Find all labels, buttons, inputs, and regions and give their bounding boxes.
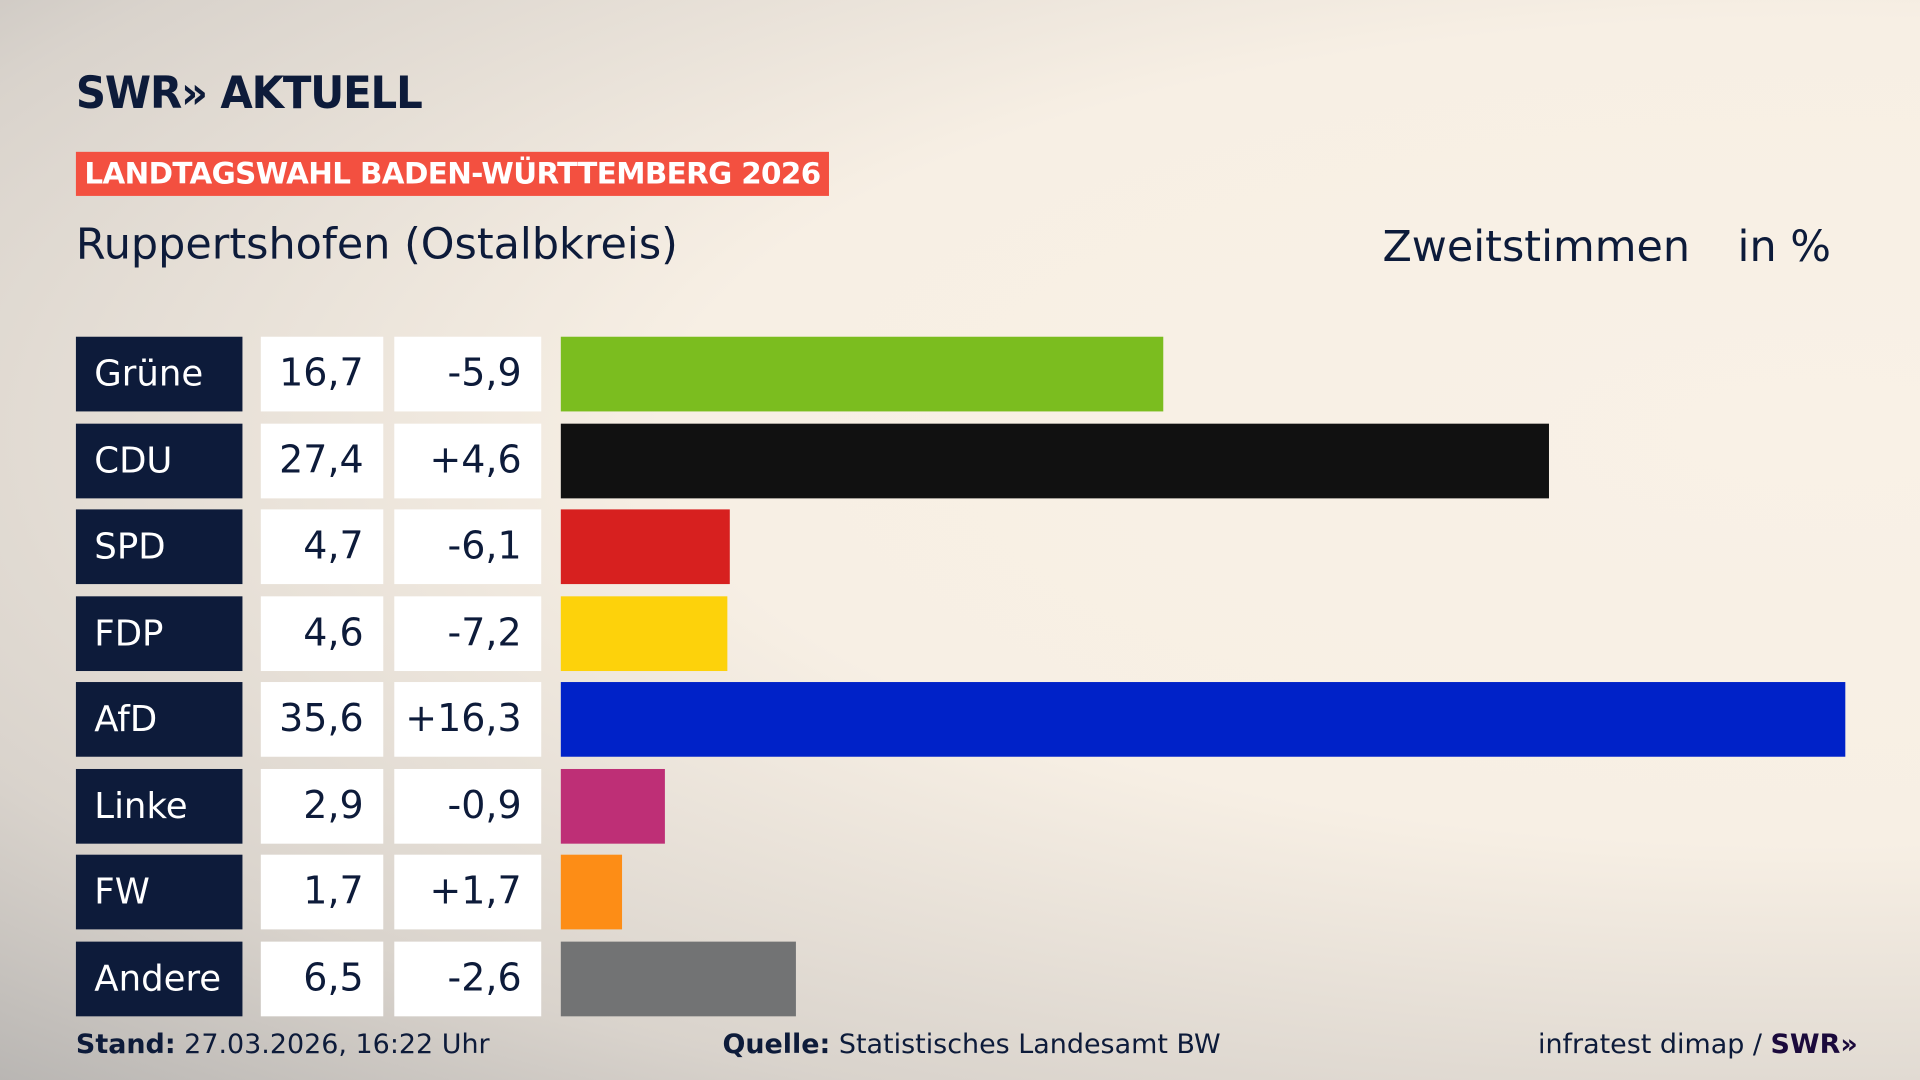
vote-type-label: Zweitstimmen: [1382, 222, 1691, 272]
diff-label: -6,1: [394, 509, 542, 585]
value-label: 2,9: [260, 768, 384, 844]
party-label: FDP: [75, 595, 243, 671]
place-title: Ruppertshofen (Ostalbkreis): [75, 220, 678, 270]
bar: [560, 941, 796, 1016]
diff-label: +16,3: [394, 682, 542, 757]
diff-label: -0,9: [394, 768, 542, 844]
stand-label: Stand:: [75, 1029, 176, 1061]
bar: [560, 768, 666, 844]
source-value: Statistisches Landesamt BW: [830, 1029, 1221, 1061]
bar: [560, 595, 727, 671]
party-label: CDU: [75, 423, 243, 498]
party-label: Linke: [75, 768, 243, 844]
diff-label: -5,9: [394, 336, 542, 412]
value-label: 27,4: [260, 423, 384, 498]
bar: [560, 423, 1550, 498]
bar: [560, 336, 1164, 412]
stand-value: 27.03.2026, 16:22 Uhr: [175, 1029, 490, 1061]
swr-aktuell-logo: SWR» AKTUELL: [75, 68, 423, 119]
diff-label: +4,6: [394, 423, 542, 498]
value-label: 35,6: [260, 682, 384, 757]
source-label: Quelle:: [722, 1029, 831, 1061]
source: Quelle: Statistisches Landesamt BW: [722, 1030, 1220, 1061]
timestamp: Stand: 27.03.2026, 16:22 Uhr: [76, 1030, 490, 1061]
party-label: SPD: [75, 509, 243, 585]
diff-label: -2,6: [394, 941, 542, 1016]
party-label: AfD: [75, 682, 243, 757]
party-label: FW: [75, 854, 243, 930]
party-label: Grüne: [75, 336, 243, 412]
bar: [560, 509, 731, 585]
diff-label: -7,2: [394, 595, 542, 671]
value-label: 4,6: [260, 595, 384, 671]
value-label: 16,7: [260, 336, 384, 412]
value-label: 4,7: [260, 509, 384, 585]
credit: infratest dimap / SWR»: [1538, 1030, 1858, 1061]
bar: [560, 854, 623, 930]
party-label: Andere: [75, 941, 243, 1016]
value-label: 1,7: [260, 854, 384, 930]
diff-label: +1,7: [394, 854, 542, 930]
bar: [560, 682, 1846, 757]
election-badge: LANDTAGSWAHL BADEN-WÜRTTEMBERG 2026: [75, 151, 829, 196]
unit-label: in %: [1737, 222, 1831, 272]
swr-logo: SWR»: [1770, 1029, 1858, 1061]
credit-text: infratest dimap /: [1537, 1029, 1771, 1061]
value-label: 6,5: [260, 941, 384, 1016]
